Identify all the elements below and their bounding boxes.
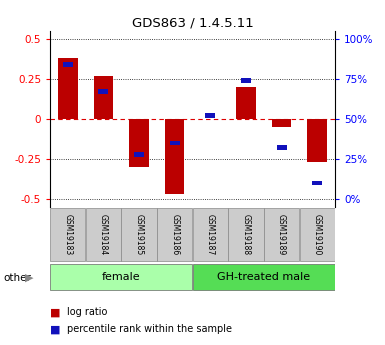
Bar: [86, 208, 121, 261]
Bar: [241, 78, 251, 83]
Title: GDS863 / 1.4.5.11: GDS863 / 1.4.5.11: [132, 17, 253, 30]
Bar: [264, 208, 299, 261]
Bar: [307, 119, 327, 162]
Text: GH-treated male: GH-treated male: [217, 272, 310, 282]
Bar: [228, 208, 264, 261]
Bar: [121, 208, 157, 261]
Text: GSM19188: GSM19188: [241, 214, 250, 255]
Text: GSM19184: GSM19184: [99, 214, 108, 255]
Text: GSM19186: GSM19186: [170, 214, 179, 255]
Bar: [312, 181, 322, 185]
Bar: [134, 152, 144, 157]
Text: GSM19187: GSM19187: [206, 214, 215, 255]
Text: other: other: [4, 273, 32, 283]
Bar: [58, 58, 78, 119]
Bar: [192, 208, 228, 261]
Bar: [50, 208, 85, 261]
Text: female: female: [102, 272, 141, 282]
Text: GSM19189: GSM19189: [277, 214, 286, 255]
Bar: [99, 89, 109, 94]
Text: log ratio: log ratio: [67, 307, 108, 317]
Bar: [272, 119, 291, 127]
Bar: [50, 264, 192, 290]
Bar: [157, 208, 192, 261]
Bar: [276, 146, 286, 150]
Bar: [165, 119, 184, 194]
Bar: [205, 114, 215, 118]
Text: GSM19190: GSM19190: [313, 214, 321, 255]
Text: ■: ■: [50, 307, 60, 317]
Text: ▶: ▶: [25, 273, 33, 283]
Bar: [170, 141, 180, 146]
Bar: [94, 76, 113, 119]
Bar: [129, 119, 149, 167]
Bar: [236, 87, 256, 119]
Bar: [63, 62, 73, 67]
Text: ■: ■: [50, 325, 60, 334]
Bar: [192, 264, 335, 290]
Text: percentile rank within the sample: percentile rank within the sample: [67, 325, 233, 334]
Text: GSM19183: GSM19183: [64, 214, 72, 255]
Bar: [300, 208, 335, 261]
Text: GSM19185: GSM19185: [135, 214, 144, 255]
